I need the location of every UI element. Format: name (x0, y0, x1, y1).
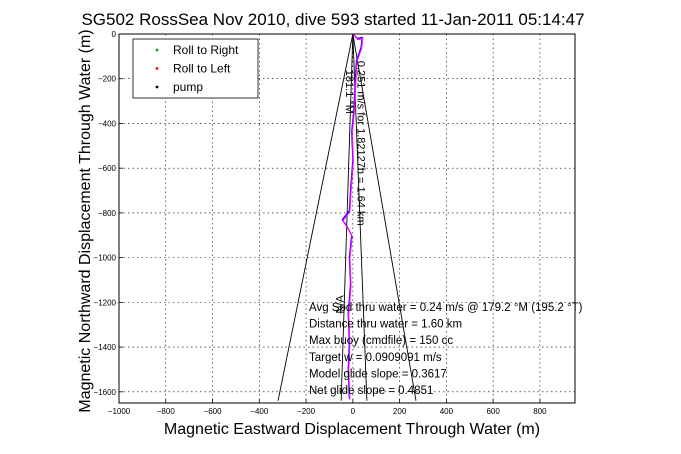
y-tick-label-3: −600 (98, 164, 117, 173)
grid (118, 33, 575, 403)
x-tick-label-1: −800 (157, 407, 176, 416)
x-tick-label-8: 600 (486, 407, 500, 416)
legend-marker-1 (155, 67, 159, 70)
y-axis-label: Magnetic Northward Displacement Through … (77, 29, 94, 412)
y-ticks: 0 −200 −400 −600 −800 −1000 −1200 −1400 −1600 (94, 30, 123, 397)
x-tick-label-5: 0 (351, 407, 356, 416)
y-tick-label-4: −800 (98, 209, 117, 218)
x-tick-label-3: −400 (250, 407, 269, 416)
annotation-line-2: Max buoy (cmdfile) = 150 cc (309, 335, 453, 347)
legend-label-2: pump (173, 80, 203, 94)
x-tick-label-2: −600 (204, 407, 223, 416)
x-ticks: −1000 −800 −600 −400 −200 0 200 400 600 800 (108, 399, 547, 416)
chart-title: SG502 RossSea Nov 2010, dive 593 started… (81, 10, 584, 29)
y-tick-label-6: −1200 (94, 298, 117, 307)
y-tick-label-5: −1000 (94, 254, 117, 263)
annotation-line-1: Distance thru water = 1.60 km (309, 319, 462, 331)
annotation-line-3: Target w = 0.0909091 m/s (309, 352, 442, 364)
legend-marker-0 (155, 48, 159, 52)
legend: Roll to Right Roll to Left pump (132, 38, 259, 99)
stats-annotations: Avg Spd thru water = 0.24 m/s @ 179.2 °M… (309, 302, 583, 397)
heading-label-0: 181.1 °M (343, 70, 355, 114)
legend-box (132, 38, 259, 99)
y-tick-label-2: −400 (98, 119, 117, 128)
annotation-line-5: Net glide slope = 0.4851 (309, 385, 433, 397)
legend-label-1: Roll to Left (173, 62, 231, 76)
annotation-line-0: Avg Spd thru water = 0.24 m/s @ 179.2 °M… (309, 302, 583, 314)
y-tick-label-7: −1400 (94, 343, 117, 352)
legend-marker-2 (155, 85, 159, 89)
x-tick-label-4: −200 (297, 407, 316, 416)
series-line-1 (342, 33, 364, 400)
x-axis-label: Magnetic Eastward Displacement Through W… (164, 421, 540, 438)
x-tick-label-7: 400 (440, 407, 454, 416)
series-lines (341, 33, 364, 400)
heading-label-2: N/A (334, 295, 346, 314)
legend-label-0: Roll to Right (173, 43, 239, 57)
heading-labels: 181.1 °M 0.251 m/s for 1.82127h = 1.64 km… (334, 61, 366, 314)
plot-area (118, 33, 576, 404)
y-tick-label-1: −200 (98, 75, 117, 84)
x-tick-label-0: −1000 (108, 407, 131, 416)
x-tick-label-6: 200 (393, 407, 407, 416)
y-tick-label-0: 0 (112, 30, 117, 39)
annotation-line-4: Model glide slope = 0.3617 (309, 368, 447, 380)
x-tick-label-9: 800 (533, 407, 547, 416)
y-tick-label-8: −1600 (94, 388, 117, 397)
heading-label-1: 0.251 m/s for 1.82127h = 1.64 km (355, 61, 367, 226)
